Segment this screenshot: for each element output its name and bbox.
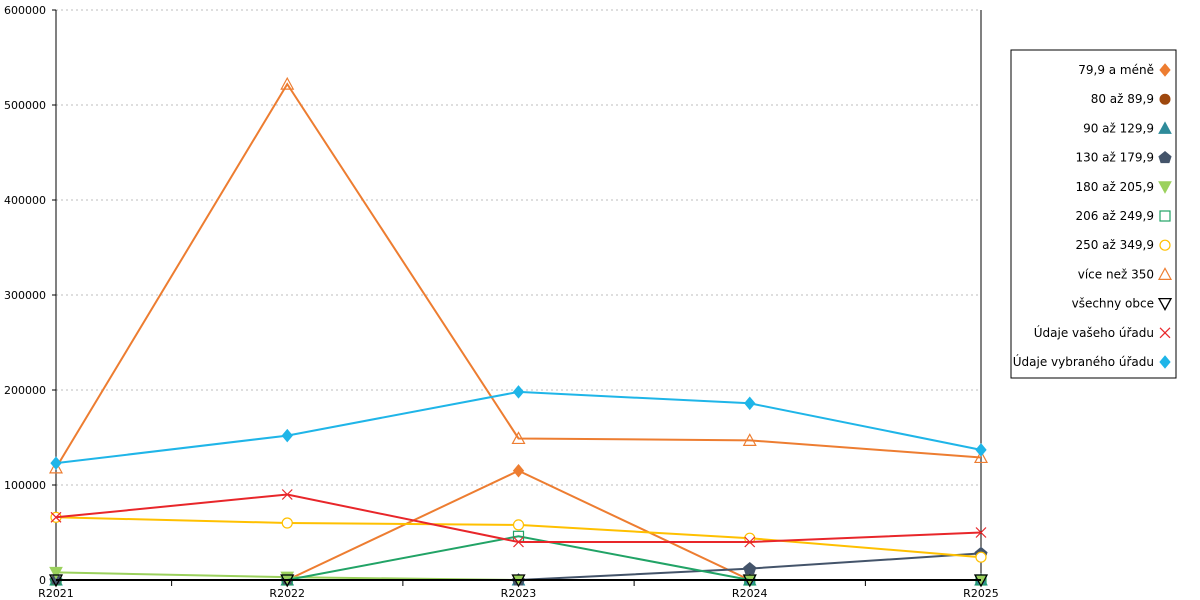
legend-marker [1159,327,1171,339]
legend-item: 250 až 349,9 [1075,238,1171,252]
x-tick-label: R2021 [38,587,74,600]
legend-label: všechny obce [1072,297,1154,311]
data-point [513,536,524,548]
legend-label: 250 až 349,9 [1075,238,1154,252]
x-axis-tick-labels: R2021 R2022 R2023 R2024 R2025 [38,587,999,600]
legend-marker [1159,93,1171,105]
legend-marker [1158,121,1172,134]
legend-marker [1159,239,1171,251]
x-tick-label: R2022 [269,587,305,600]
series-6 [50,511,987,563]
y-tick-label: 200000 [4,384,46,397]
legend-marker [1159,355,1171,369]
data-point [511,574,526,588]
x-marker-stroke [1159,327,1171,339]
data-point [973,450,989,464]
data-point [281,489,293,500]
legend-marker [1158,181,1172,194]
data-point [280,76,295,90]
data-point [512,519,525,531]
legend-item: 79,9 a méně [1078,63,1171,77]
data-point [975,551,987,563]
data-point [48,460,64,474]
legend-item: Údaje vybraného úřadu [1013,354,1171,369]
x-tick-label: R2025 [963,587,999,600]
series-8 [48,574,989,588]
x-marker-stroke [513,536,524,548]
grid-lines [56,9,981,486]
data-point [48,574,64,588]
legend-label: Údaje vybraného úřadu [1013,354,1154,369]
data-point [50,511,62,523]
series-line [55,82,982,469]
data-point [744,536,756,548]
y-tick-label: 0 [39,574,46,587]
legend-item: 206 až 249,9 [1075,209,1171,223]
series-line [55,390,982,465]
data-point [49,566,63,580]
legend-marker [1159,210,1171,222]
legend-item: všechny obce [1072,297,1173,311]
series-9 [50,489,987,548]
data-point [512,530,525,542]
x-tick-label: R2024 [732,587,768,600]
y-tick-label: 400000 [4,194,46,207]
legend-item: Údaje vašeho úřadu [1034,325,1171,340]
legend: 79,9 a méně 80 až 89,9 90 až 129,9 130 až 1… [1010,49,1177,379]
data-point [743,561,757,575]
legend-label: 90 až 129,9 [1083,121,1154,135]
legend-item: 90 až 129,9 [1083,121,1172,135]
data-point [742,433,757,446]
plot-area [48,76,989,588]
data-point [973,574,989,588]
data-point [744,396,756,411]
legend-item: více než 350 [1078,267,1173,281]
y-tick-label: 600000 [4,4,46,17]
data-point [742,574,757,588]
y-axis-tick-labels: 0 100000 200000 300000 400000 500000 600000 [4,4,46,587]
x-tick-label: R2023 [501,587,537,600]
data-point [512,385,525,399]
axes [52,9,982,586]
y-tick-label: 300000 [4,289,46,302]
data-point [280,574,295,588]
data-point [281,517,293,529]
legend-item: 130 až 179,9 [1075,150,1172,165]
data-point [975,443,987,457]
legend-label: 79,9 a méně [1078,63,1154,77]
legend-label: 80 až 89,9 [1091,92,1154,106]
series-10 [50,385,987,470]
x-marker-stroke [50,511,62,523]
legend-marker [1158,150,1172,164]
x-marker-stroke [975,527,987,538]
legend-box [1010,49,1177,379]
x-marker-stroke [281,489,293,500]
legend-item: 180 až 205,9 [1075,180,1172,194]
series-7 [48,76,989,474]
legend-label: více než 350 [1078,267,1154,281]
data-point [281,428,293,443]
legend-label: Údaje vašeho úřadu [1034,325,1154,340]
legend-item: 80 až 89,9 [1091,92,1171,106]
y-tick-label: 100000 [4,479,46,492]
legend-label: 130 až 179,9 [1075,151,1154,165]
legend-marker [1157,267,1173,280]
legend-label: 180 až 205,9 [1075,180,1154,194]
data-point [975,527,987,538]
legend-marker [1157,297,1173,311]
legend-marker [1159,63,1171,77]
x-marker-stroke [744,536,756,548]
y-tick-label: 500000 [4,99,46,112]
data-point [50,456,62,470]
legend-label: 206 až 249,9 [1075,209,1154,223]
data-point [511,431,526,445]
data-point [744,532,756,544]
data-point [512,463,525,478]
